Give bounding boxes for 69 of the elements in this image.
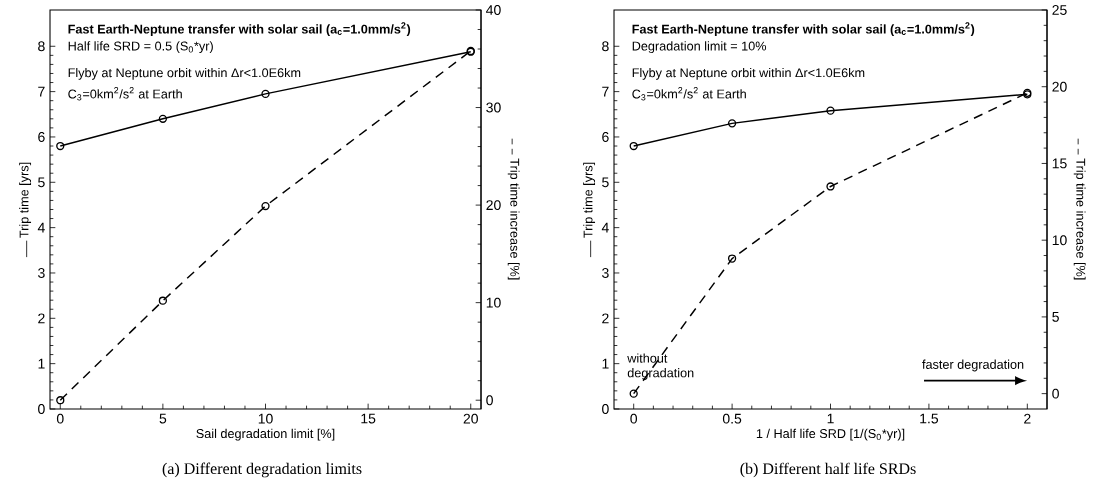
- y-tick-label: 8: [38, 41, 45, 52]
- y-tick-label: 2: [38, 313, 45, 324]
- text: Fast Earth-Neptune transfer with solar sail (a$_{c}$=1.0mm/s$^{2}$): [632, 22, 975, 37]
- y2-tick-label: 0: [486, 395, 493, 406]
- point: [56, 396, 65, 405]
- x-tick-label: 0: [56, 413, 64, 424]
- y-tick-label: 7: [38, 86, 45, 97]
- y2-tick-label: 40: [486, 5, 501, 15]
- point: [629, 141, 638, 151]
- x-tick-label: 0.5: [722, 413, 742, 424]
- point: [727, 254, 737, 263]
- y2-axis-title: Trip time increase [%]: [1073, 158, 1086, 280]
- x-tick-label: 0: [630, 413, 638, 424]
- y-tick-label: 5: [602, 177, 609, 188]
- y2-tick-label: 10: [486, 297, 501, 308]
- y-tick-label: 7: [602, 86, 609, 97]
- y2-tick-label: 10: [1052, 235, 1067, 246]
- annotation: Degradation limit = 10%: [632, 41, 767, 54]
- y-tick-label: 6: [602, 132, 609, 142]
- y-tick-label: 8: [602, 41, 609, 52]
- point: [261, 89, 270, 99]
- point: [56, 141, 65, 151]
- point: [261, 201, 270, 211]
- point: [826, 106, 835, 115]
- x-tick-label: 10: [258, 413, 273, 424]
- point: [826, 182, 835, 191]
- y2-tick-label: 20: [1052, 81, 1067, 92]
- y-tick-label: 4: [37, 222, 45, 233]
- y2-axis-title: Trip time increase [%]: [507, 158, 520, 280]
- annotation: Flyby at Neptune orbit within Δr<1.0E6km: [632, 67, 865, 80]
- point: [158, 114, 168, 123]
- y2-tick-label: 0: [1052, 388, 1059, 399]
- annotation: faster degradation: [922, 359, 1024, 372]
- annotation: C$_{3}$=0km$^{2}$/s$^{2}$ at Earth: [632, 87, 746, 101]
- annotation: Flyby at Neptune orbit within Δr<1.0E6km: [68, 67, 301, 80]
- x-tick-label: 2: [1024, 413, 1031, 424]
- y2-tick-label: 20: [486, 200, 501, 211]
- x-tick-label: 5: [159, 413, 167, 424]
- annotation: without degradation: [627, 353, 694, 380]
- annotation: Half life SRD = 0.5 (S$_{0}$*yr): [68, 41, 213, 54]
- y-tick-label: 1: [602, 358, 609, 369]
- y-tick-label: 4: [601, 222, 609, 233]
- y-tick-label: 0: [38, 404, 45, 414]
- y2-tick-label: 5: [1052, 312, 1059, 322]
- x-axis-title: Sail degradation limit [%]: [196, 428, 335, 441]
- y-tick-label: 0: [602, 404, 609, 414]
- x-tick-label: 1.5: [920, 413, 939, 424]
- y-tick-label: 6: [38, 132, 45, 142]
- text: (a) Different degradation limits: [162, 462, 362, 478]
- y2-tick-label: 25: [1052, 5, 1067, 15]
- text: (b) Different half life SRDs: [740, 462, 916, 478]
- x-tick-label: 1: [827, 413, 834, 424]
- y-axis-title: Trip time [yrs]: [19, 162, 32, 238]
- point: [158, 296, 168, 305]
- x-tick-label: 15: [361, 413, 376, 424]
- y2-tick-label: 15: [1052, 158, 1067, 169]
- text: Fast Earth-Neptune transfer with solar sail (a$_{c}$=1.0mm/s$^{2}$): [68, 22, 411, 37]
- y-tick-label: 5: [38, 177, 45, 188]
- y-axis-title: Trip time [yrs]: [583, 162, 596, 238]
- x-axis-title: 1 / Half life SRD [1/(S$_{0}$*yr)]: [756, 428, 905, 441]
- point: [629, 389, 638, 398]
- y-tick-label: 3: [38, 268, 45, 278]
- y-tick-label: 3: [602, 268, 609, 278]
- y-tick-label: 2: [602, 313, 609, 324]
- y2-tick-label: 30: [486, 102, 501, 113]
- annotation: C$_{3}$=0km$^{2}$/s$^{2}$ at Earth: [68, 87, 182, 101]
- y-tick-label: 1: [38, 358, 45, 369]
- point: [727, 119, 737, 128]
- x-tick-label: 20: [463, 413, 478, 424]
